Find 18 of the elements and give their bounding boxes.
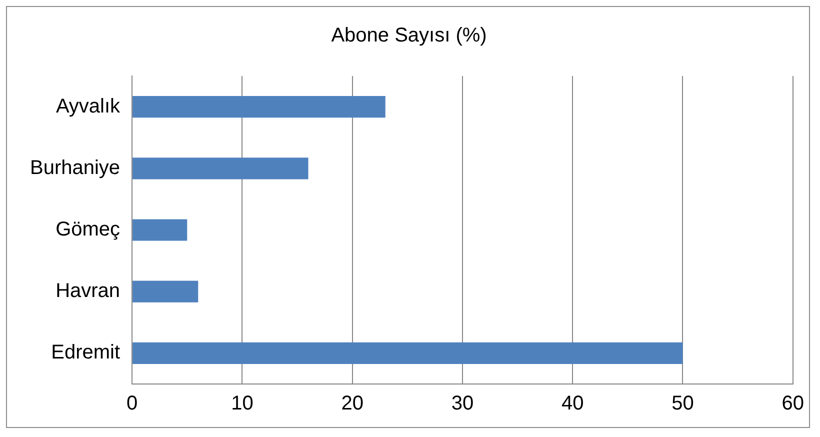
x-tick-label: 60 (782, 392, 804, 415)
bar (132, 342, 683, 364)
y-tick-label: Havran (56, 280, 120, 302)
x-tick-label: 30 (451, 392, 474, 415)
bar (132, 96, 386, 118)
bar (132, 219, 188, 241)
x-tick-label: 40 (561, 392, 584, 415)
y-tick-label: Burhaniye (30, 156, 120, 179)
y-tick-label: Edremit (51, 342, 120, 364)
x-tick-label: 0 (126, 392, 138, 415)
bar (132, 280, 198, 302)
chart-title: Abone Sayısı (%) (331, 24, 487, 47)
y-tick-label: Gömeç (56, 218, 120, 241)
x-tick-label: 20 (341, 392, 364, 415)
bar (132, 158, 308, 180)
x-tick-label: 10 (231, 392, 254, 415)
y-tick-label: Ayvalık (56, 95, 122, 118)
x-tick-label: 50 (672, 392, 694, 415)
